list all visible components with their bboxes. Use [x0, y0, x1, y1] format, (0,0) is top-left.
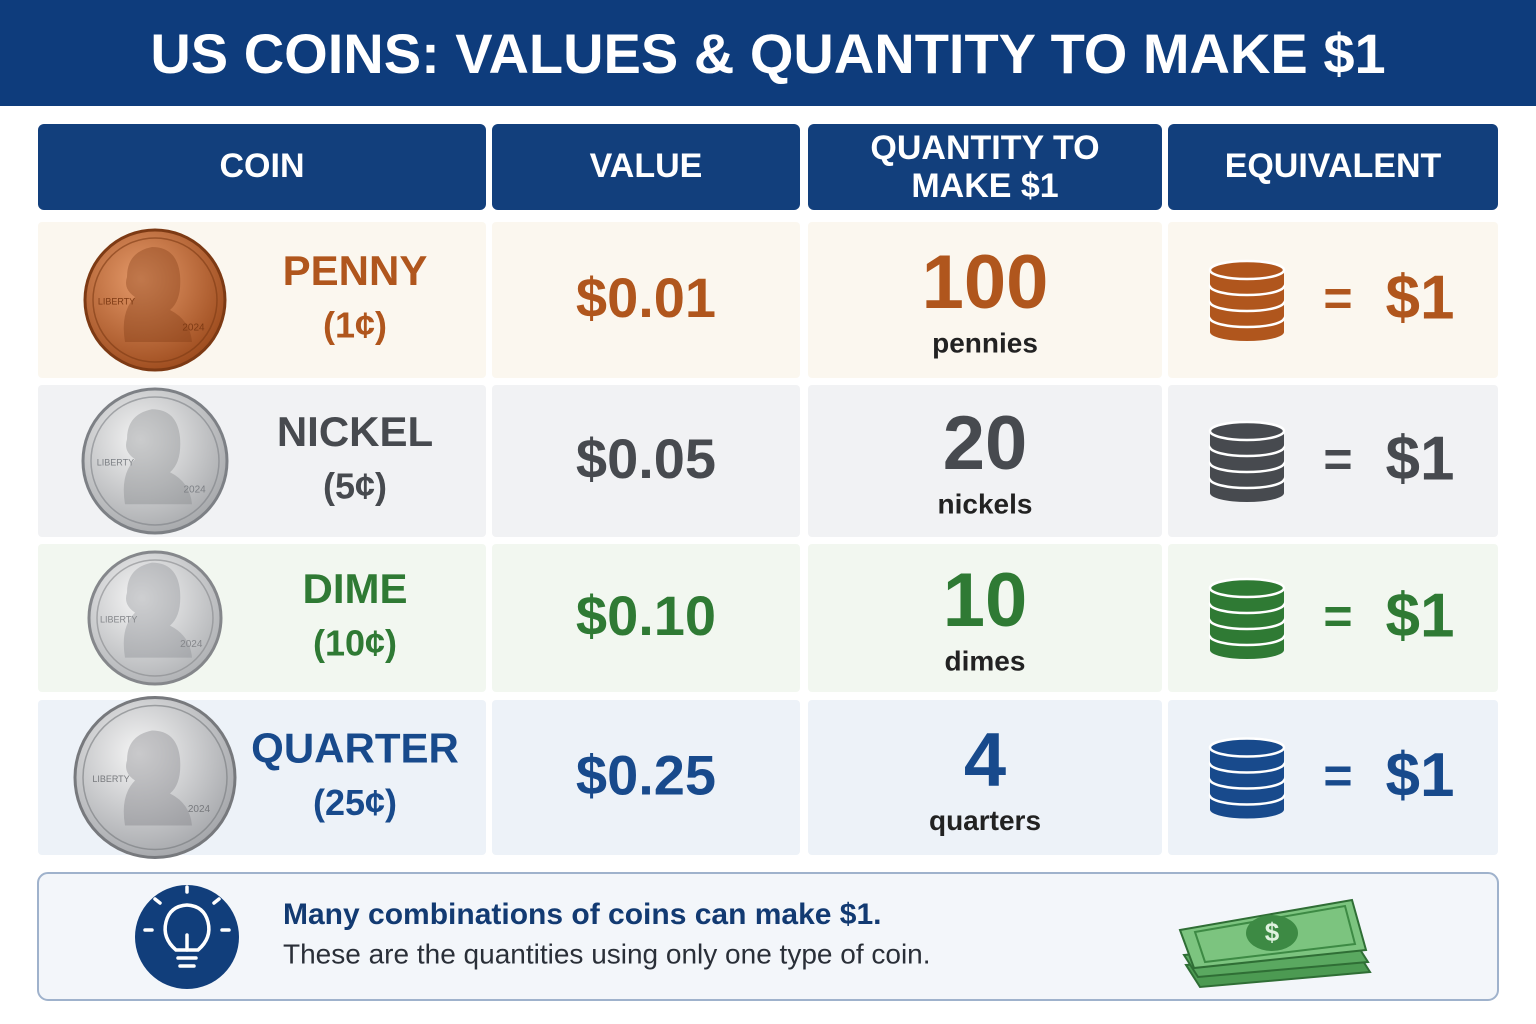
coin-name: PENNY	[283, 247, 428, 294]
header-bar	[0, 0, 1536, 106]
stack-layer-top	[1208, 420, 1286, 442]
stack-layer-bottom	[1210, 609, 1284, 627]
stack-layer-bottom	[1210, 768, 1284, 787]
stack-layer-bottom	[1210, 468, 1284, 486]
coin-motto: LIBERTY	[92, 774, 129, 784]
stack-layer-bottom	[1210, 484, 1284, 502]
note-text: These are the quantities using only one …	[283, 938, 931, 969]
column-header-label: VALUE	[590, 147, 703, 185]
quantity-unit: pennies	[932, 327, 1038, 358]
coin	[73, 696, 237, 859]
coin-cents: (10¢)	[313, 623, 397, 664]
stack-layer-bottom	[1210, 593, 1284, 611]
equivalent-total: $1	[1386, 581, 1455, 650]
coin-rim	[96, 559, 214, 677]
quantity: 4	[964, 718, 1006, 803]
coin-value: $0.05	[576, 427, 716, 490]
cell	[492, 222, 800, 378]
cell	[492, 385, 800, 537]
coin-value: $0.10	[576, 584, 716, 647]
stack-layer-bottom	[1210, 436, 1284, 454]
coin-value: $0.01	[576, 266, 716, 329]
quantity: 10	[943, 558, 1028, 643]
bill-symbol: $	[1265, 917, 1280, 947]
coin-name: NICKEL	[277, 408, 433, 455]
coin-cents: (1¢)	[323, 305, 387, 346]
coin-portrait	[123, 730, 192, 826]
cell	[808, 385, 1162, 537]
equivalent-total: $1	[1386, 741, 1455, 810]
cell	[808, 544, 1162, 692]
equivalent-total: $1	[1386, 263, 1455, 332]
coin-rim	[92, 237, 218, 363]
coin-name: DIME	[303, 565, 408, 612]
equals-sign: =	[1323, 270, 1352, 326]
coin-year: 2024	[180, 639, 203, 650]
coin-rim	[82, 704, 228, 851]
column-header-label: EQUIVALENT	[1225, 147, 1442, 185]
coin-cents: (25¢)	[313, 782, 397, 823]
cell	[808, 222, 1162, 378]
coin-portrait	[123, 247, 192, 342]
coin	[83, 228, 227, 372]
column-header-label: MAKE $1	[911, 167, 1058, 205]
stack-layer-bottom	[1210, 641, 1284, 659]
stack-layer-top	[1208, 737, 1286, 758]
coin-name: QUARTER	[251, 725, 459, 772]
note-headline: Many combinations of coins can make $1.	[283, 898, 882, 931]
coin-value: $0.25	[576, 743, 716, 806]
coin-year: 2024	[183, 484, 206, 495]
column-header-label: COIN	[220, 147, 305, 185]
quantity-unit: nickels	[938, 488, 1033, 519]
equals-sign: =	[1323, 748, 1352, 804]
stack-layer-bottom	[1210, 291, 1284, 309]
cell	[808, 700, 1162, 855]
quantity-unit: quarters	[929, 805, 1041, 836]
stack-layer-top	[1208, 259, 1286, 281]
money-stack	[1178, 898, 1372, 989]
quantity: 100	[922, 240, 1049, 325]
coin	[81, 387, 229, 535]
coin-motto: LIBERTY	[97, 457, 134, 467]
stack-layer-top	[1208, 577, 1286, 599]
column-header	[808, 124, 1162, 210]
cell	[492, 544, 800, 692]
equivalent-total: $1	[1386, 424, 1455, 493]
quantity-unit: dimes	[945, 645, 1026, 676]
stack-layer-bottom	[1210, 800, 1284, 819]
coin-year: 2024	[188, 804, 211, 815]
quantity: 20	[943, 401, 1028, 486]
stack-layer-bottom	[1210, 275, 1284, 293]
stack-layer-bottom	[1210, 323, 1284, 341]
stack-layer-bottom	[1210, 452, 1284, 470]
coin	[87, 550, 223, 686]
stack-layer-bottom	[1210, 625, 1284, 643]
stack-layer-bottom	[1210, 784, 1284, 803]
coin-cents: (5¢)	[323, 466, 387, 507]
note-box	[37, 872, 1499, 1001]
coin-portrait	[123, 409, 192, 505]
equals-sign: =	[1323, 431, 1352, 487]
coin-portrait	[123, 562, 192, 658]
coin-motto: LIBERTY	[100, 614, 137, 624]
page-title: US COINS: VALUES & QUANTITY TO MAKE $1	[150, 22, 1385, 85]
column-header-label: QUANTITY TO	[870, 129, 1099, 167]
equals-sign: =	[1323, 588, 1352, 644]
cell	[492, 700, 800, 855]
stack-layer-bottom	[1210, 307, 1284, 325]
column-header	[38, 124, 486, 210]
coin-year: 2024	[182, 323, 205, 334]
coin-rim	[90, 396, 220, 526]
bulb-drawing	[143, 885, 231, 968]
coin-motto: LIBERTY	[98, 296, 135, 306]
stack-layer-bottom	[1210, 752, 1284, 771]
column-header	[492, 124, 800, 210]
column-header	[1168, 124, 1498, 210]
